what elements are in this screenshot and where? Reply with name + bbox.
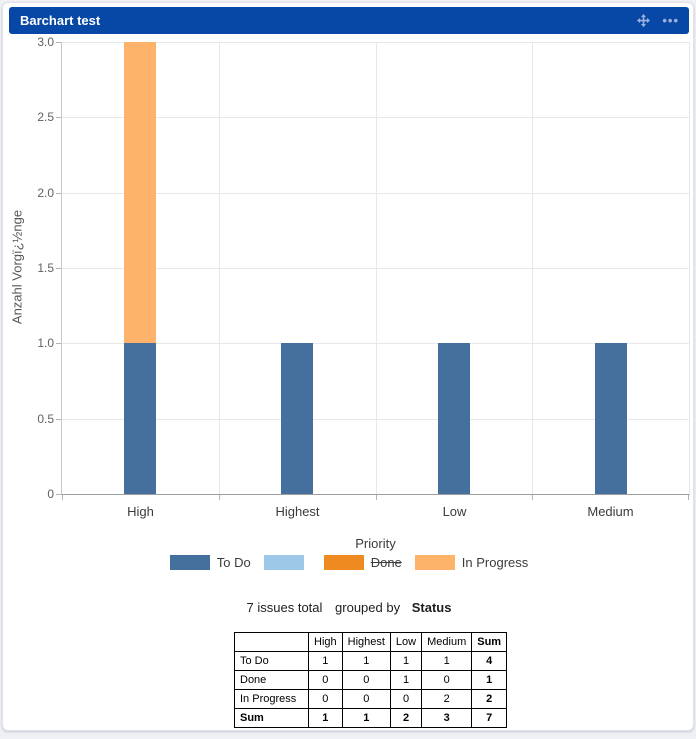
table-row-label: To Do (234, 651, 309, 671)
stats-table: High Highest Low Medium Sum To Do 1 1 1 1 4 Done 0 0 1… (234, 632, 508, 728)
bar-segment-to-do-highest[interactable] (281, 343, 313, 494)
x-axis-title: Priority (355, 536, 396, 551)
x-category-label: Highest (275, 504, 320, 519)
legend-swatch (263, 555, 304, 570)
stats-table-wrap: High Highest Low Medium Sum To Do 1 1 1 1 4 Done 0 0 1… (234, 632, 508, 728)
y-tick-label: 3.0 (37, 35, 54, 49)
y-tick-label: 2.0 (37, 186, 54, 200)
table-cell: 1 (389, 651, 423, 671)
bar-segment-to-do-medium[interactable] (595, 343, 627, 494)
x-category-label: High (127, 504, 154, 519)
legend-label: In Progress (461, 555, 529, 570)
table-cell: 1 (389, 670, 423, 690)
y-tick (56, 117, 61, 118)
gridline-h (62, 117, 689, 118)
x-category-label: Medium (587, 504, 634, 519)
x-tick (688, 495, 689, 500)
table-cell: 1 (421, 651, 473, 671)
gridline-v (532, 42, 533, 494)
y-tick (56, 494, 61, 495)
table-header-cell: Sum (471, 632, 508, 652)
gadget-title: Barchart test (20, 13, 101, 28)
table-sum-cell: 4 (471, 651, 508, 671)
y-tick-label: 2.5 (37, 110, 54, 124)
table-cell: 2 (389, 708, 423, 728)
legend-item-done[interactable]: Done (323, 555, 402, 570)
gridline-h (62, 193, 689, 194)
group-field: Status (411, 600, 452, 615)
issues-total: 7 issues total (246, 600, 323, 615)
legend-item-unnamed[interactable] (263, 555, 311, 570)
table-cell: 1 (341, 708, 391, 728)
x-tick (62, 495, 63, 500)
y-tick-label: 1.0 (37, 336, 54, 350)
table-cell: 1 (308, 651, 343, 671)
legend-item-to-do[interactable]: To Do (169, 555, 251, 570)
legend-item-in-progress[interactable]: In Progress (414, 555, 529, 570)
gridline-h (62, 42, 689, 43)
chart-legend: To Do Done In Progress (3, 555, 695, 570)
table-sum-cell: 1 (471, 670, 508, 690)
move-icon[interactable] (636, 13, 651, 28)
bar-segment-in-progress-high[interactable] (124, 42, 156, 343)
table-cell: 0 (389, 689, 423, 709)
y-tick-label: 0.5 (37, 412, 54, 426)
gridline-h (62, 268, 689, 269)
y-tick (56, 268, 61, 269)
y-tick-label: 1.5 (37, 261, 54, 275)
y-tick (56, 343, 61, 344)
y-tick (56, 419, 61, 420)
table-row: Sum 1 1 2 3 7 (234, 708, 508, 728)
table-cell: 1 (308, 708, 343, 728)
table-sum-cell: 7 (471, 708, 508, 728)
table-row: In Progress 0 0 0 2 2 (234, 689, 508, 709)
table-cell: 0 (341, 670, 391, 690)
gridline-v (219, 42, 220, 494)
legend-label: To Do (216, 555, 251, 570)
table-header-cell: Low (389, 632, 423, 652)
x-tick (219, 495, 220, 500)
table-sum-cell: 2 (471, 689, 508, 709)
table-header-cell: Highest (341, 632, 391, 652)
plot-area: Priority 3.0 2.5 2.0 1.5 1.0 0.5 0 High Highest L… (37, 35, 690, 551)
table-cell: 1 (341, 651, 391, 671)
grouped-by-label: grouped by (335, 600, 401, 615)
table-cell: 0 (341, 689, 391, 709)
legend-swatch (169, 555, 210, 570)
table-header-cell: High (308, 632, 343, 652)
table-row: To Do 1 1 1 1 4 (234, 651, 508, 671)
y-tick-label: 0 (47, 487, 54, 501)
more-menu-icon[interactable]: ••• (662, 13, 679, 28)
gridline-v (376, 42, 377, 494)
gridline-h (62, 343, 689, 344)
x-category-label: Low (442, 504, 467, 519)
table-cell: 0 (308, 689, 343, 709)
table-row: Done 0 0 1 0 1 (234, 670, 508, 690)
y-tick (56, 42, 61, 43)
table-cell: 0 (421, 670, 473, 690)
x-tick (532, 495, 533, 500)
table-cell: 3 (421, 708, 473, 728)
bar-segment-to-do-high[interactable] (124, 343, 156, 494)
table-row-label: Done (234, 670, 309, 690)
table-cell: 0 (308, 670, 343, 690)
legend-swatch (414, 555, 455, 570)
gridline-h (62, 419, 689, 420)
y-tick (56, 193, 61, 194)
bar-segment-to-do-low[interactable] (438, 343, 470, 494)
table-row-label: Sum (234, 708, 309, 728)
table-cell: 2 (421, 689, 473, 709)
table-row-label: In Progress (234, 689, 309, 709)
table-header-cell: Medium (421, 632, 473, 652)
legend-swatch (323, 555, 364, 570)
chart-summary: 7 issues total grouped by Status (3, 600, 695, 615)
x-tick (376, 495, 377, 500)
table-header-cell (234, 632, 309, 652)
legend-label: Done (370, 555, 402, 570)
gadget-header[interactable]: Barchart test ••• (9, 7, 689, 34)
